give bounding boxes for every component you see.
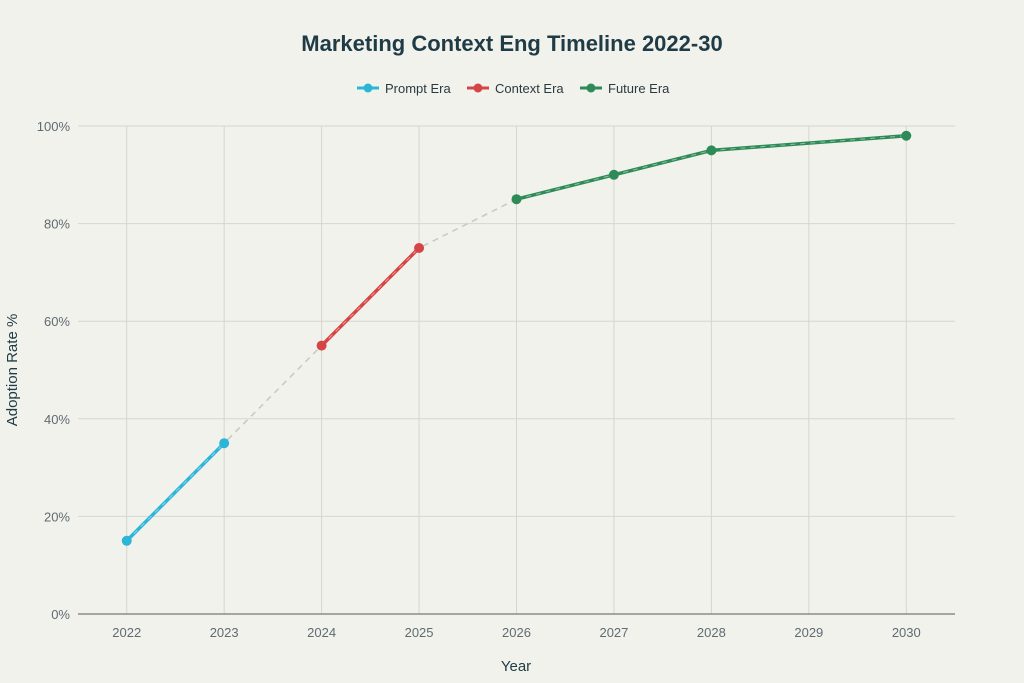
- series-line: [125, 441, 226, 543]
- x-tick-label: 2025: [405, 625, 434, 640]
- axes: 0% 20% 40% 60% 80% 100% 2022 2023 2024 2025 2026 20…: [37, 119, 955, 640]
- data-point: [219, 438, 230, 449]
- y-tick-label: 0%: [51, 607, 70, 622]
- series-line-dash: [126, 442, 225, 542]
- series-context-era: [316, 243, 425, 351]
- legend-item: Prompt Era: [357, 81, 452, 96]
- y-tick-label: 40%: [44, 412, 70, 427]
- series-future-era: [511, 130, 912, 205]
- x-tick-label: 2022: [112, 625, 141, 640]
- x-tick-label: 2028: [697, 625, 726, 640]
- x-tick-label: 2030: [892, 625, 921, 640]
- data-point: [316, 340, 327, 351]
- x-axis-title: Year: [501, 658, 531, 675]
- x-tick-label: 2026: [502, 625, 531, 640]
- series-line: [320, 246, 421, 347]
- legend-label: Context Era: [495, 81, 564, 96]
- legend-swatch-marker: [586, 83, 596, 93]
- data-point: [901, 130, 912, 141]
- x-tick-label: 2027: [599, 625, 628, 640]
- legend-swatch-marker: [473, 83, 483, 93]
- legend-swatch-marker: [363, 83, 373, 93]
- data-point: [608, 169, 619, 180]
- data-point: [121, 535, 132, 546]
- legend-item: Future Era: [580, 81, 670, 96]
- y-tick-label: 100%: [37, 119, 71, 134]
- legend-label: Prompt Era: [385, 81, 452, 96]
- x-tick-label: 2023: [210, 625, 239, 640]
- series-line-dash: [321, 247, 420, 346]
- series-prompt-era: [121, 438, 230, 546]
- legend: Prompt Era Context Era Future Era: [357, 81, 670, 96]
- x-tick-label: 2024: [307, 625, 336, 640]
- x-tick-label: 2029: [794, 625, 823, 640]
- legend-label: Future Era: [608, 81, 670, 96]
- series-line-dash: [516, 135, 907, 200]
- legend-item: Context Era: [467, 81, 564, 96]
- y-axis-title: Adoption Rate %: [4, 314, 21, 427]
- chart-title: Marketing Context Eng Timeline 2022-30: [301, 31, 722, 56]
- series-line: [516, 134, 907, 201]
- y-tick-label: 60%: [44, 314, 70, 329]
- data-point: [706, 145, 717, 156]
- series: [121, 130, 912, 546]
- y-tick-label: 20%: [44, 509, 70, 524]
- y-tick-label: 80%: [44, 217, 70, 232]
- grid: [78, 125, 955, 614]
- data-point: [414, 243, 425, 253]
- data-point: [511, 194, 522, 205]
